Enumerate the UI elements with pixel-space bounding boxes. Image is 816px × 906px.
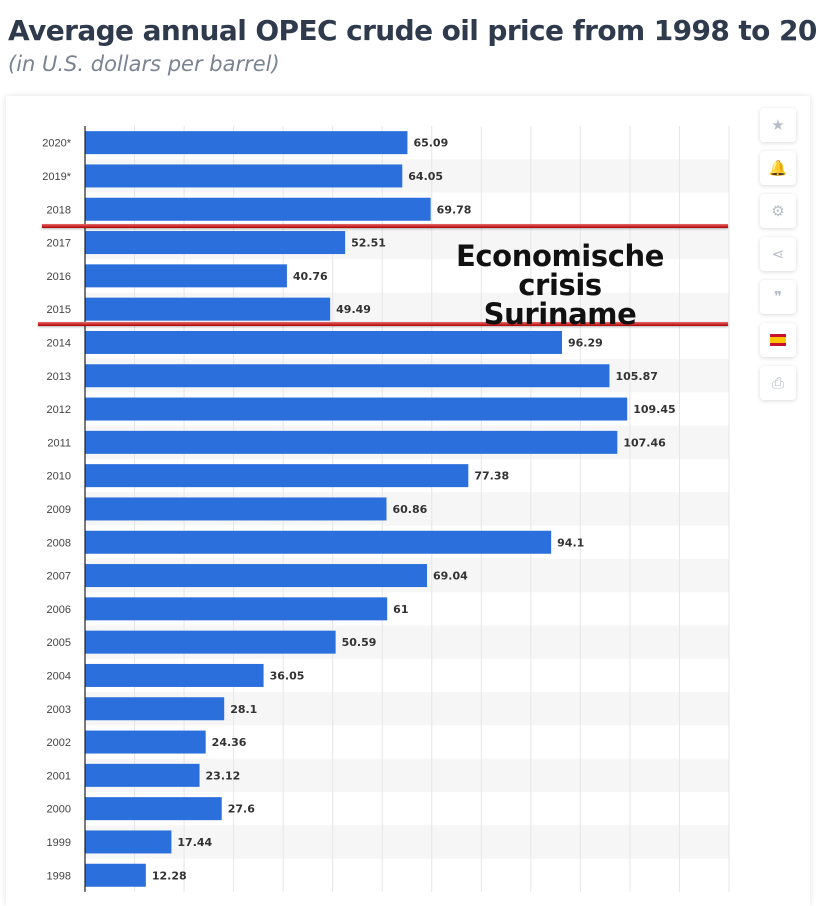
category-label: 2000 <box>47 804 71 816</box>
value-label: 107.46 <box>623 436 666 449</box>
category-label: 2003 <box>47 704 71 716</box>
spain-flag-icon <box>770 334 786 346</box>
category-label: 2015 <box>47 304 71 316</box>
bar-2019* <box>85 164 403 188</box>
category-label: 2019* <box>42 171 71 183</box>
value-label: 105.87 <box>615 370 657 383</box>
category-label: 2017 <box>47 238 71 250</box>
category-label: 2002 <box>47 737 71 749</box>
bar-2014 <box>85 330 563 354</box>
bar-1999 <box>85 830 172 854</box>
value-label: 40.76 <box>293 270 328 283</box>
bell-icon: 🔔 <box>768 159 788 177</box>
bar-2009 <box>85 497 387 521</box>
value-label: 50.59 <box>342 636 377 649</box>
value-label: 24.36 <box>212 736 247 749</box>
category-label: 2005 <box>47 637 71 649</box>
annotation-line-2: Suriname <box>483 297 637 331</box>
chart-subtitle: (in U.S. dollars per barrel) <box>8 52 280 76</box>
category-label: 1998 <box>47 870 71 882</box>
gear-icon: ⚙ <box>771 202 785 220</box>
category-label: 2007 <box>47 571 71 583</box>
annotation-line-1: Economische crisis <box>455 239 665 302</box>
bar-2013 <box>85 364 610 388</box>
category-label: 2016 <box>47 271 71 283</box>
share-icon: ⋖ <box>771 245 785 263</box>
category-label: 2020* <box>42 138 71 150</box>
value-label: 61 <box>393 603 408 616</box>
star-icon: ★ <box>771 116 785 134</box>
value-label: 17.44 <box>177 836 212 849</box>
value-label: 28.1 <box>230 703 257 716</box>
value-label: 52.51 <box>351 237 386 250</box>
value-label: 49.49 <box>336 303 371 316</box>
value-label: 77.38 <box>474 470 509 483</box>
category-label: 2006 <box>47 604 71 616</box>
language-button[interactable] <box>760 323 796 357</box>
bar-2000 <box>85 797 222 821</box>
bar-2003 <box>85 697 225 721</box>
value-label: 96.29 <box>568 336 603 349</box>
value-label: 27.6 <box>228 803 255 816</box>
highlight-bottom-line <box>38 322 728 326</box>
value-label: 60.86 <box>392 503 427 516</box>
category-label: 2010 <box>47 471 71 483</box>
category-label: 2009 <box>47 504 71 516</box>
bar-2016 <box>85 264 287 288</box>
value-label: 69.78 <box>437 203 472 216</box>
value-label: 36.05 <box>270 669 305 682</box>
value-label: 94.1 <box>557 536 584 549</box>
chart-title: Average annual OPEC crude oil price from… <box>8 14 816 47</box>
bar-2001 <box>85 763 200 787</box>
quote-icon: ❞ <box>773 288 783 306</box>
category-label: 2014 <box>47 337 71 349</box>
bar-1998 <box>85 863 146 887</box>
category-label: 2018 <box>47 204 71 216</box>
highlight-top-line <box>42 224 728 228</box>
bar-2012 <box>85 397 628 421</box>
category-label: 2001 <box>47 770 71 782</box>
crisis-annotation: Economische crisis Suriname <box>410 242 710 329</box>
chart-card: 2020* 65.09 2019* 64.05 2018 69.78 2017 52.51 20… <box>6 96 810 906</box>
value-label: 65.09 <box>413 137 448 150</box>
category-label: 2011 <box>47 437 71 449</box>
print-button[interactable]: ⎙ <box>760 366 796 400</box>
bar-2011 <box>85 430 618 454</box>
bar-2002 <box>85 730 206 754</box>
chart-toolbar: ★ 🔔 ⚙ ⋖ ❞ ⎙ <box>760 108 796 409</box>
value-label: 69.04 <box>433 570 468 583</box>
bar-2007 <box>85 564 428 588</box>
settings-button[interactable]: ⚙ <box>760 194 796 228</box>
bar-2005 <box>85 630 336 654</box>
share-button[interactable]: ⋖ <box>760 237 796 271</box>
value-label: 23.12 <box>206 769 241 782</box>
bar-2008 <box>85 530 552 554</box>
value-label: 109.45 <box>633 403 675 416</box>
bar-2004 <box>85 663 264 687</box>
printer-icon: ⎙ <box>771 374 784 392</box>
category-label: 2012 <box>47 404 71 416</box>
bar-2015 <box>85 297 331 321</box>
value-label: 12.28 <box>152 869 187 882</box>
bar-chart: 2020* 65.09 2019* 64.05 2018 69.78 2017 52.51 20… <box>42 126 730 892</box>
notification-button[interactable]: 🔔 <box>760 151 796 185</box>
category-label: 2004 <box>47 670 71 682</box>
bar-2020* <box>85 131 408 155</box>
favorite-button[interactable]: ★ <box>760 108 796 142</box>
category-label: 2008 <box>47 537 71 549</box>
row-stripe <box>85 825 729 859</box>
bar-2017 <box>85 231 346 255</box>
category-label: 1999 <box>47 837 71 849</box>
category-label: 2013 <box>47 371 71 383</box>
bar-2010 <box>85 464 469 488</box>
bar-2006 <box>85 597 388 621</box>
bar-2018 <box>85 197 431 221</box>
cite-button[interactable]: ❞ <box>760 280 796 314</box>
value-label: 64.05 <box>408 170 443 183</box>
